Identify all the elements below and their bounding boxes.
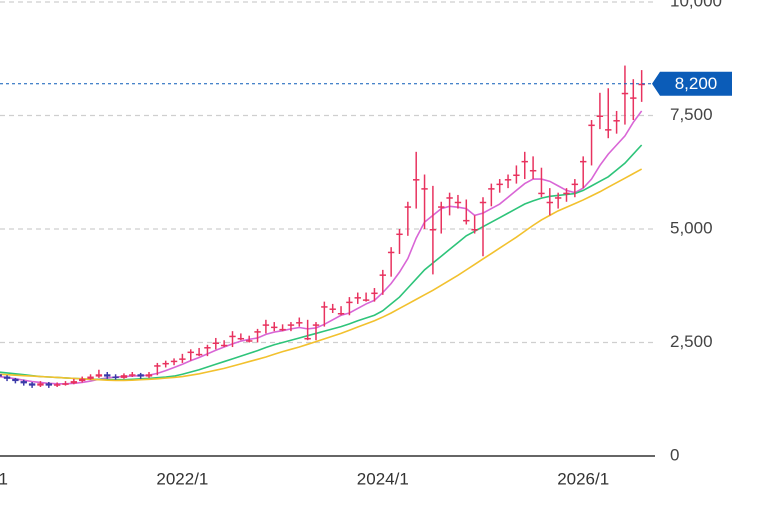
candle-body bbox=[237, 337, 245, 340]
candle-body bbox=[170, 360, 178, 363]
candle-body bbox=[262, 324, 270, 326]
candle-body bbox=[546, 201, 553, 204]
candle-body bbox=[329, 308, 336, 310]
x-tick-label: 2020/1 bbox=[0, 469, 8, 488]
candle-body bbox=[104, 374, 111, 377]
candle-body bbox=[479, 201, 487, 204]
candle-body bbox=[145, 374, 153, 377]
candle-body bbox=[195, 353, 203, 356]
candle-body bbox=[28, 383, 36, 386]
candle-body bbox=[413, 179, 420, 181]
candle-body bbox=[613, 120, 620, 122]
moving-average-line bbox=[0, 110, 643, 385]
candle-body bbox=[304, 337, 311, 340]
y-tick-label: 0 bbox=[670, 445, 679, 464]
y-tick-label: 2,500 bbox=[670, 332, 713, 351]
candle-body bbox=[45, 383, 52, 386]
candle-body bbox=[312, 324, 320, 326]
candle-body bbox=[446, 197, 453, 199]
last-price-tag bbox=[652, 71, 732, 96]
x-tick-label: 2022/1 bbox=[156, 469, 208, 488]
candle-body bbox=[112, 376, 119, 379]
candle-body bbox=[246, 340, 253, 342]
candle-body bbox=[571, 183, 579, 186]
x-tick-label: 2026/1 bbox=[557, 469, 609, 488]
candle-body bbox=[187, 351, 194, 354]
candle-body bbox=[504, 179, 512, 181]
candle-body bbox=[488, 188, 495, 190]
candle-body bbox=[563, 192, 570, 195]
candle-body bbox=[580, 160, 587, 163]
candle-body bbox=[463, 219, 470, 222]
candle-body bbox=[379, 274, 386, 276]
candle-body bbox=[220, 344, 228, 347]
candle-body bbox=[70, 381, 78, 384]
candle-body bbox=[162, 362, 169, 365]
candle-body bbox=[396, 233, 403, 236]
candle-body bbox=[129, 374, 136, 376]
candle-body bbox=[346, 301, 353, 304]
candle-body bbox=[621, 92, 629, 95]
candle-body bbox=[79, 378, 86, 382]
candle-body bbox=[254, 331, 261, 333]
candle-body bbox=[37, 383, 44, 386]
candle-body bbox=[438, 206, 445, 208]
candle-body bbox=[429, 229, 437, 231]
candle-body bbox=[179, 358, 186, 360]
candle-body bbox=[529, 169, 537, 172]
candle-body bbox=[20, 381, 27, 384]
candle-body bbox=[53, 384, 61, 386]
candle-body bbox=[62, 383, 69, 385]
candle-body bbox=[12, 378, 19, 382]
candle-body bbox=[137, 374, 144, 377]
candle-body bbox=[296, 322, 303, 324]
last-price-label: 8,200 bbox=[675, 74, 718, 93]
candle-body bbox=[354, 297, 361, 299]
candle-body bbox=[87, 376, 94, 379]
candle-body bbox=[404, 206, 412, 208]
y-tick-label: 7,500 bbox=[670, 105, 713, 124]
candle-body bbox=[521, 160, 528, 163]
y-tick-label: 5,000 bbox=[670, 218, 713, 237]
candle-body bbox=[605, 129, 612, 131]
candle-body bbox=[638, 83, 645, 86]
candle-body bbox=[513, 174, 520, 177]
candle-body bbox=[337, 312, 345, 315]
candle-body bbox=[279, 328, 286, 331]
candle-body bbox=[371, 292, 378, 295]
candle-body bbox=[630, 97, 637, 99]
candle-body bbox=[362, 299, 370, 301]
candle-body bbox=[496, 183, 503, 186]
moving-average-line bbox=[0, 168, 643, 382]
candle-body bbox=[454, 201, 462, 204]
candle-body bbox=[3, 376, 11, 379]
candle-body bbox=[538, 192, 545, 195]
candle-body bbox=[120, 375, 128, 378]
candle-body bbox=[212, 342, 219, 344]
candle-body bbox=[229, 335, 236, 338]
x-tick-label: 2024/1 bbox=[357, 469, 409, 488]
candle-body bbox=[596, 115, 604, 117]
candle-body bbox=[287, 324, 295, 326]
candle-body bbox=[387, 251, 395, 254]
candle-body bbox=[204, 347, 211, 349]
candle-body bbox=[321, 306, 328, 308]
candle-body bbox=[154, 365, 161, 367]
candle-body bbox=[0, 374, 2, 377]
y-tick-label: 10,000 bbox=[670, 0, 722, 10]
candle-body bbox=[95, 374, 103, 377]
candle-body bbox=[271, 326, 278, 329]
candle-body bbox=[421, 188, 428, 190]
candle-body bbox=[471, 229, 478, 231]
candle-body bbox=[588, 124, 595, 127]
candle-body bbox=[554, 197, 562, 199]
